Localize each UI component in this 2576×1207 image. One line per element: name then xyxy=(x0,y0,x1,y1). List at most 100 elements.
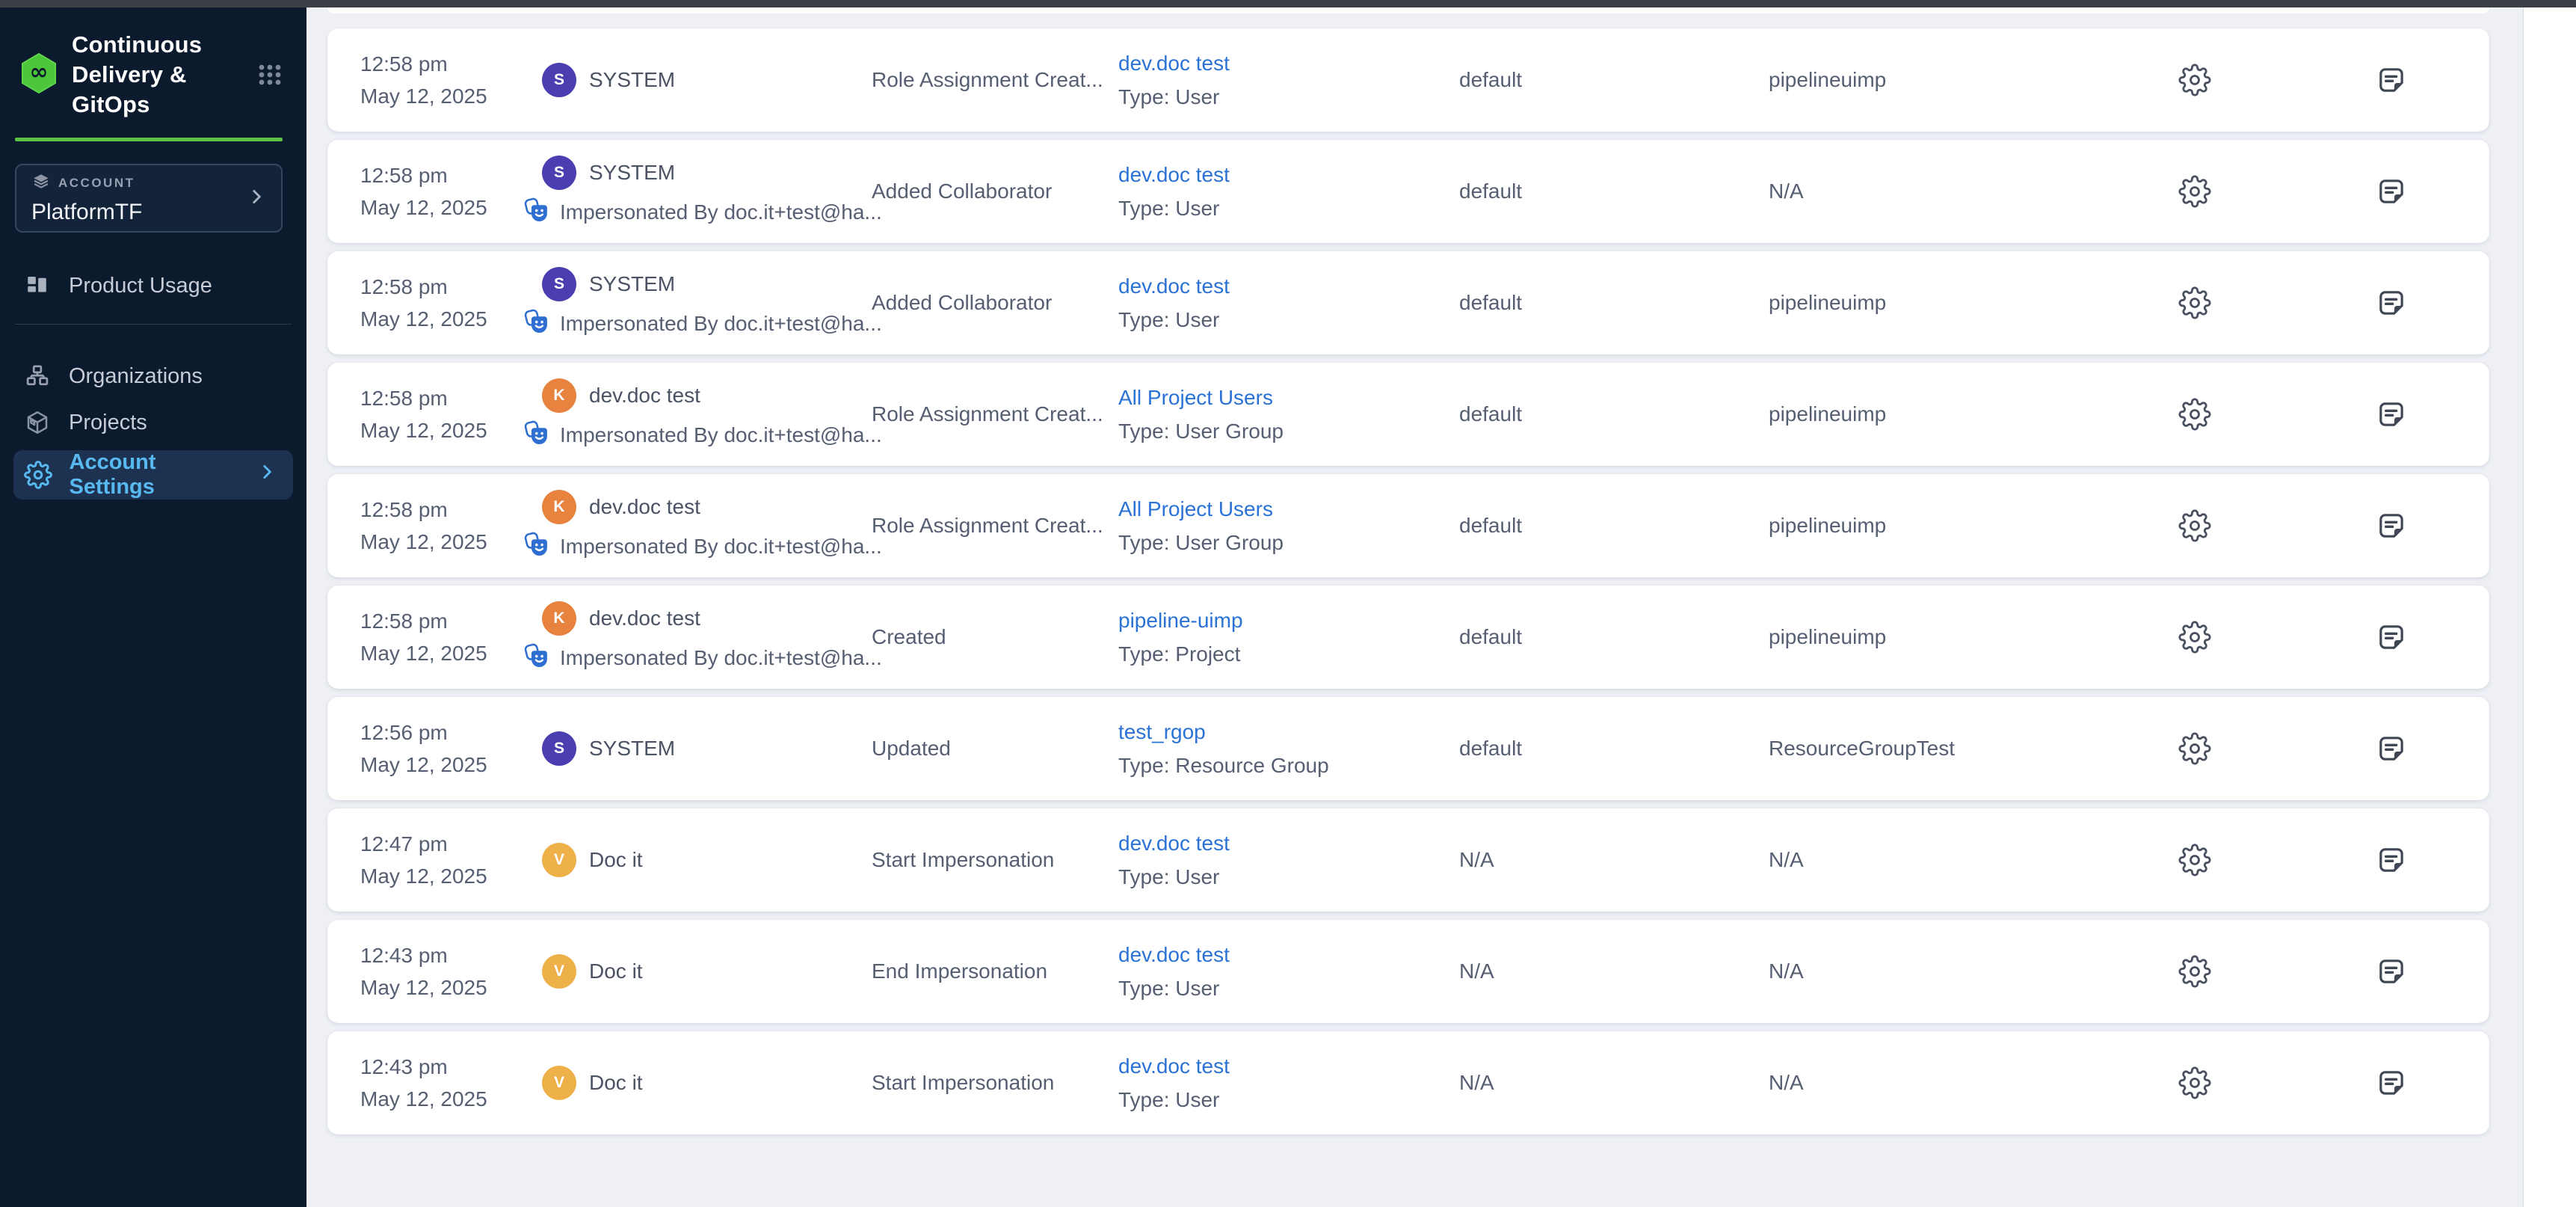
sidebar-item-label: Organizations xyxy=(69,363,203,388)
resource-type: Type: Project xyxy=(1118,642,1241,666)
impersonation-masks-icon xyxy=(524,643,552,674)
window-top-strip xyxy=(0,0,2576,7)
row-notes-icon[interactable] xyxy=(2372,841,2411,879)
resource-link[interactable]: pipeline-uimp xyxy=(1118,608,1243,632)
sidebar-item-organizations[interactable]: Organizations xyxy=(0,353,306,399)
impersonated-text: Impersonated By doc.it+test@ha... xyxy=(560,200,882,224)
row-organization: default xyxy=(1459,179,1523,203)
row-notes-icon[interactable] xyxy=(2372,172,2411,211)
row-settings-gear-icon[interactable] xyxy=(2174,950,2216,992)
row-action: Start Impersonation xyxy=(872,1071,1055,1094)
row-user-cell: K dev.doc test Impersonated By doc.it+te… xyxy=(524,601,882,674)
row-time: 12:43 pm xyxy=(360,944,448,967)
sidebar-item-label: Product Usage xyxy=(69,273,212,298)
impersonated-line: Impersonated By doc.it+test@ha... xyxy=(524,309,882,340)
resource-link[interactable]: dev.doc test xyxy=(1118,162,1230,186)
audit-row: 12:56 pm May 12, 2025 S SYSTEM xyxy=(327,697,2489,800)
row-settings-gear-icon[interactable] xyxy=(2174,616,2216,658)
row-organization: default xyxy=(1459,68,1523,91)
resource-link[interactable]: All Project Users xyxy=(1118,497,1273,520)
row-notes-icon[interactable] xyxy=(2372,506,2411,545)
impersonation-masks-icon xyxy=(524,420,552,451)
row-notes-icon[interactable] xyxy=(2372,61,2411,99)
row-action: Added Collaborator xyxy=(872,179,1053,203)
resource-type: Type: User xyxy=(1118,307,1220,331)
row-settings-gear-icon[interactable] xyxy=(2174,505,2216,547)
resource-link[interactable]: dev.doc test xyxy=(1118,942,1230,966)
user-avatar: S xyxy=(542,266,576,301)
sidebar-item-label: Projects xyxy=(69,410,147,434)
row-notes-icon[interactable] xyxy=(2372,729,2411,768)
row-time: 12:58 pm xyxy=(360,164,448,187)
row-notes-icon[interactable] xyxy=(2372,618,2411,657)
row-action: End Impersonation xyxy=(872,959,1048,983)
row-resource-cell: pipeline-uimp Type: Project xyxy=(1118,609,1459,666)
row-project: N/A xyxy=(1769,179,1804,203)
row-organization: default xyxy=(1459,737,1523,760)
row-notes-icon[interactable] xyxy=(2372,1063,2411,1102)
row-project: ResourceGroupTest xyxy=(1769,737,1956,760)
row-date: May 12, 2025 xyxy=(360,307,487,331)
row-organization: default xyxy=(1459,291,1523,314)
row-notes-icon[interactable] xyxy=(2372,283,2411,322)
audit-row: 12:43 pm May 12, 2025 V Doc it xyxy=(327,1031,2489,1134)
row-settings-gear-icon[interactable] xyxy=(2174,1062,2216,1104)
resource-link[interactable]: dev.doc test xyxy=(1118,1054,1230,1078)
row-organization: N/A xyxy=(1459,1071,1494,1094)
user-name: Doc it xyxy=(589,959,643,983)
row-timestamp: 12:58 pm May 12, 2025 xyxy=(360,382,542,446)
row-notes-icon[interactable] xyxy=(2372,952,2411,991)
row-date: May 12, 2025 xyxy=(360,976,487,999)
scrollbar-gutter[interactable] xyxy=(2523,7,2576,1207)
account-selector[interactable]: ACCOUNT PlatformTF xyxy=(15,164,283,233)
user-avatar: S xyxy=(542,63,576,97)
row-notes-icon[interactable] xyxy=(2372,395,2411,434)
row-settings-gear-icon[interactable] xyxy=(2174,839,2216,881)
sidebar-item-product-usage[interactable]: Product Usage xyxy=(0,262,306,309)
row-settings-gear-icon[interactable] xyxy=(2174,728,2216,770)
user-avatar: K xyxy=(542,601,576,636)
resource-type: Type: User Group xyxy=(1118,530,1284,554)
row-organization: N/A xyxy=(1459,959,1494,983)
row-settings-gear-icon[interactable] xyxy=(2174,59,2216,101)
module-header: ∞ Continuous Delivery & GitOps xyxy=(0,0,306,120)
impersonated-text: Impersonated By doc.it+test@ha... xyxy=(560,535,882,558)
audit-row: 12:58 pm May 12, 2025 S SYSTEM Imp xyxy=(327,140,2489,243)
resource-link[interactable]: dev.doc test xyxy=(1118,274,1230,298)
module-grid-icon[interactable] xyxy=(254,59,286,93)
row-resource-cell: dev.doc test Type: User xyxy=(1118,943,1459,1001)
row-settings-gear-icon[interactable] xyxy=(2174,282,2216,324)
row-timestamp: 12:43 pm May 12, 2025 xyxy=(360,939,542,1004)
audit-rows: 12:58 pm May 12, 2025 S SYSTEM xyxy=(327,21,2489,1143)
account-layers-icon xyxy=(31,172,51,195)
product-usage-icon xyxy=(22,273,52,298)
user-avatar: V xyxy=(542,843,576,877)
row-user-cell: K dev.doc test Impersonated By doc.it+te… xyxy=(524,489,882,562)
row-organization: default xyxy=(1459,514,1523,537)
row-resource-cell: All Project Users Type: User Group xyxy=(1118,497,1459,555)
audit-row: 12:58 pm May 12, 2025 K dev.doc test xyxy=(327,586,2489,689)
projects-icon xyxy=(22,409,52,436)
impersonated-line: Impersonated By doc.it+test@ha... xyxy=(524,532,882,562)
row-settings-gear-icon[interactable] xyxy=(2174,393,2216,435)
row-date: May 12, 2025 xyxy=(360,196,487,219)
user-name: SYSTEM xyxy=(589,160,676,184)
sidebar-item-projects[interactable]: Projects xyxy=(0,399,306,446)
row-settings-gear-icon[interactable] xyxy=(2174,171,2216,212)
resource-link[interactable]: dev.doc test xyxy=(1118,51,1230,75)
user-name: SYSTEM xyxy=(589,271,676,295)
resource-link[interactable]: test_rgop xyxy=(1118,719,1206,743)
row-timestamp: 12:58 pm May 12, 2025 xyxy=(360,48,542,112)
row-organization: default xyxy=(1459,402,1523,426)
audit-trail-content: 12:58 pm May 12, 2025 S SYSTEM xyxy=(306,7,2576,1207)
row-project: N/A xyxy=(1769,848,1804,871)
sidebar-item-account-settings[interactable]: Account Settings xyxy=(13,450,293,500)
account-settings-icon xyxy=(24,461,53,489)
audit-row: 12:47 pm May 12, 2025 V Doc it xyxy=(327,808,2489,912)
user-name: Doc it xyxy=(589,848,643,871)
resource-link[interactable]: dev.doc test xyxy=(1118,831,1230,855)
row-resource-cell: dev.doc test Type: User xyxy=(1118,274,1459,332)
resource-link[interactable]: All Project Users xyxy=(1118,385,1273,409)
row-action: Role Assignment Creat... xyxy=(872,68,1103,91)
row-timestamp: 12:56 pm May 12, 2025 xyxy=(360,716,542,781)
